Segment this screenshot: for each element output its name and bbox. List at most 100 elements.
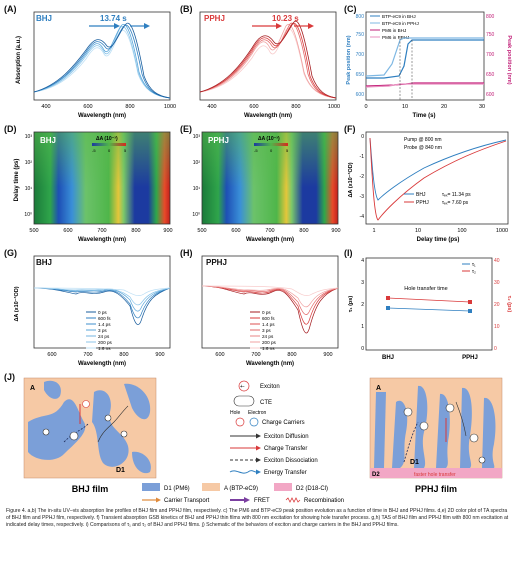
chart-text-0: 600	[356, 92, 365, 98]
chart-text-5: 600	[486, 92, 495, 98]
chart-text-73: 30	[494, 280, 500, 286]
panel-c-label: (C)	[344, 4, 357, 14]
chart-text-10: -5	[92, 148, 96, 153]
chart-text-9: 800	[486, 14, 495, 20]
figure-caption: Figure 4. a,b) The in-situ UV–vis absorp…	[6, 508, 509, 529]
a-xtick-0: 400	[41, 104, 50, 110]
chart-text-35: -1	[360, 154, 365, 160]
chart-text-93: Carrier Transport	[164, 498, 210, 504]
chart-text-37: -3	[360, 194, 365, 200]
g-xlabel: Wavelength (nm)	[78, 361, 126, 367]
c-ylabel-right: Peak position (nm)	[506, 35, 512, 84]
b-xtick-1: 600	[249, 104, 258, 110]
chart-text-28: 10⁰	[192, 212, 200, 218]
chart-text-47: 24 ps	[98, 334, 110, 339]
chart-text-48: 200 ps	[98, 340, 112, 345]
panel-f: (F) Pump @ 800 nm Probe @ 840 nm BHJ τₑₓ…	[344, 124, 514, 246]
chart-text-59: 200 ps	[262, 340, 276, 345]
c-legend-2: PM6 in BHJ	[382, 28, 406, 33]
chart-text-53: 900	[155, 352, 164, 358]
chart-text-44: 600 fs	[98, 316, 111, 321]
i-ylabel-left: τ₁ (ps)	[348, 296, 354, 313]
chart-text-80: Hole	[230, 410, 241, 416]
chart-text-23: 0	[270, 148, 273, 153]
chart-text-26: 10²	[193, 160, 201, 166]
chart-text-3: 750	[356, 32, 365, 38]
chart-text-2: 700	[356, 52, 365, 58]
chart-text-78: D1	[116, 467, 125, 474]
chart-text-50: 600	[47, 352, 56, 358]
panel-g-label: (G)	[4, 248, 17, 258]
chart-text-24: 5	[286, 148, 289, 153]
chart-text-76: PPHJ	[462, 355, 478, 361]
c-xlabel: Time (s)	[413, 113, 436, 119]
f-xlabel: Delay time (ps)	[417, 237, 460, 243]
chart-text-92: D2 (D18-Cl)	[296, 486, 328, 492]
c-xtick-1: 10	[402, 104, 408, 110]
chart-text-86: A	[376, 385, 381, 392]
chart-text-77: A	[30, 385, 35, 392]
panel-d-tag: BHJ	[40, 136, 57, 145]
panel-f-label: (F)	[344, 124, 356, 134]
chart-text-75: BHJ	[382, 355, 394, 361]
panel-b-label: (B)	[180, 4, 193, 14]
panel-a-time: 13.74 s	[100, 14, 127, 23]
f-legend-0: BHJ	[416, 192, 426, 198]
f-tau-pphj: τₑₓ= 7.60 ps	[442, 200, 469, 206]
h-xlabel: Wavelength (nm)	[246, 361, 294, 367]
chart-text-20: 800	[131, 228, 140, 234]
chart-text-1: 650	[356, 72, 365, 78]
chart-text-72: 20	[494, 302, 500, 308]
panel-f-plot: Pump @ 800 nm Probe @ 840 nm BHJ τₑₓ= 11…	[347, 131, 509, 243]
chart-text-25: 10³	[193, 134, 201, 140]
chart-text-41: 100	[457, 228, 466, 234]
a-xlabel: Wavelength (nm)	[78, 113, 126, 119]
chart-text-60: 1.6 ns	[262, 346, 275, 351]
chart-text-27: 10¹	[193, 186, 201, 192]
c-legend-1: BTP-eC9 in PPHJ	[382, 21, 419, 26]
b-xtick-2: 800	[291, 104, 300, 110]
chart-text-32: 800	[299, 228, 308, 234]
panel-e: (E) ΔA (10⁻³) -5 0 5 10³ 10² 10¹ 10⁰ 500…	[180, 124, 342, 246]
panel-e-plot: ΔA (10⁻³) -5 0 5 10³ 10² 10¹ 10⁰ 500 600…	[192, 131, 341, 243]
panel-h: (H) PPHJ 0 ps 600 fs 1.4 ps 3 ps 24 ps 2…	[180, 248, 342, 370]
panel-g-plot: 0 ps 600 fs 1.4 ps 3 ps 24 ps 200 ps 1.6…	[13, 255, 171, 367]
panel-h-tag: PPHJ	[206, 258, 227, 267]
panel-j-schematic: A D1 BHJ film +- Exciton CTE Hole Electr…	[23, 377, 503, 504]
d-ylabel: Delay time (ps)	[14, 159, 20, 202]
i-title: Hole transfer time	[404, 286, 447, 292]
chart-text-54: 0 ps	[262, 310, 271, 315]
panel-g-tag: BHJ	[36, 258, 53, 267]
chart-text-13: 10³	[25, 134, 33, 140]
panel-i-plot: τ₁ τ₂ Hole transfer time 0 1 2 3 4 0 10 …	[348, 257, 512, 361]
b-xtick-3: 1000	[328, 104, 340, 110]
panel-c-plot: BTP-eC9 in BHJ BTP-eC9 in PPHJ PM6 in BH…	[346, 11, 512, 119]
chart-text-69: 4	[361, 258, 364, 264]
chart-text-62: 700	[251, 352, 260, 358]
c-ylabel-left: Peak position (nm)	[346, 35, 352, 84]
legend-cte: CTE	[260, 400, 272, 406]
panel-c: (C) BTP-eC9 in BHJ BTP-eC9 in PPHJ PM6 i…	[344, 4, 514, 122]
chart-text-31: 700	[265, 228, 274, 234]
chart-text-65: 0	[361, 346, 364, 352]
legend-charge-carriers: Charge Carriers	[262, 420, 305, 426]
legend-exciton: Exciton	[260, 384, 280, 390]
chart-text-64: 900	[323, 352, 332, 358]
chart-text-74: 40	[494, 258, 500, 264]
chart-text-63: 800	[287, 352, 296, 358]
chart-text-39: 1	[372, 228, 375, 234]
panel-d-plot: ΔA (10⁻³) -5 0 5 10³ 10² 10¹ 10⁰ 500 600…	[14, 131, 173, 243]
chart-text-29: 500	[197, 228, 206, 234]
c-xtick-2: 20	[441, 104, 447, 110]
b-xlabel: Wavelength (nm)	[244, 113, 292, 119]
chart-text-81: Electron	[248, 410, 267, 416]
panel-a-label: (A)	[4, 4, 17, 14]
c-xtick-0: 0	[364, 104, 367, 110]
panel-i-label: (I)	[344, 248, 353, 258]
chart-text-87: D1	[410, 459, 419, 466]
f-tau-bhj: τₑₓ= 11.34 ps	[442, 192, 471, 198]
a-ylabel: Absorption (a.u.)	[16, 36, 22, 84]
chart-text-55: 600 fs	[262, 316, 275, 321]
e-xlabel: Wavelength (nm)	[246, 237, 294, 243]
i-legend-0: τ₁	[472, 262, 476, 268]
